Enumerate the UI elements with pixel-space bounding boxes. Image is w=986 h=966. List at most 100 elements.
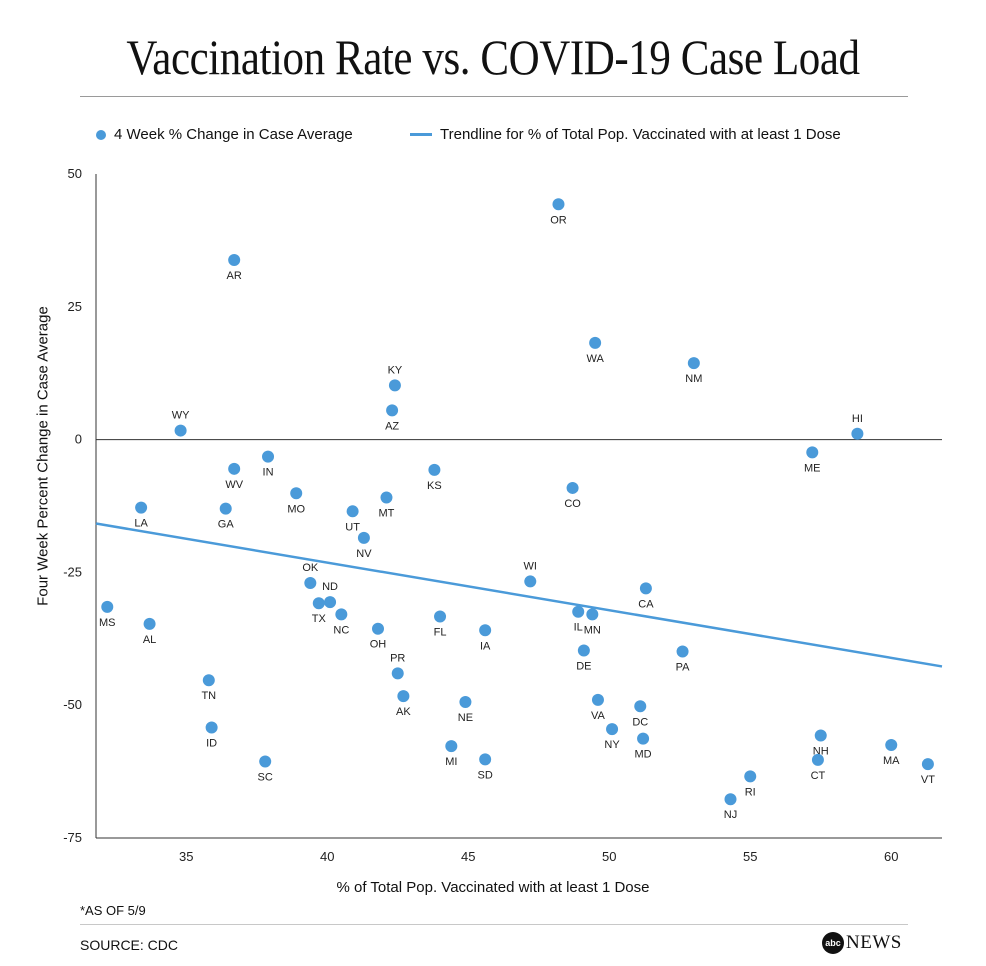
legend-line-icon bbox=[410, 133, 432, 136]
point-label-dc: DC bbox=[632, 716, 648, 728]
point-label-or: OR bbox=[550, 214, 567, 226]
point-label-co: CO bbox=[564, 498, 581, 510]
point-label-wy: WY bbox=[172, 410, 190, 422]
point-label-id: ID bbox=[206, 738, 217, 750]
data-point-ky bbox=[388, 379, 401, 392]
data-point-il bbox=[572, 605, 585, 618]
point-label-la: LA bbox=[134, 518, 148, 530]
data-point-va bbox=[591, 693, 604, 706]
point-label-pa: PA bbox=[676, 662, 691, 674]
data-point-ct bbox=[811, 753, 824, 766]
point-label-ut: UT bbox=[345, 521, 360, 533]
data-point-ma bbox=[885, 739, 898, 752]
point-label-wi: WI bbox=[524, 560, 537, 572]
point-label-mo: MO bbox=[287, 503, 305, 515]
data-point-ri bbox=[744, 770, 757, 783]
point-label-vt: VT bbox=[921, 774, 935, 786]
point-label-ma: MA bbox=[883, 755, 900, 767]
data-point-dc bbox=[634, 700, 647, 713]
legend-scatter-label: 4 Week % Change in Case Average bbox=[114, 126, 353, 143]
data-point-de bbox=[577, 644, 590, 657]
data-point-la bbox=[135, 501, 148, 514]
y-tick-label: 50 bbox=[68, 166, 82, 181]
data-point-nh bbox=[814, 729, 827, 742]
data-point-wi bbox=[524, 575, 537, 588]
x-tick-label: 50 bbox=[602, 849, 616, 864]
data-point-wa bbox=[589, 336, 602, 349]
data-point-ga bbox=[219, 502, 232, 515]
title-divider bbox=[80, 96, 908, 97]
data-point-ak bbox=[397, 690, 410, 703]
data-point-fl bbox=[434, 610, 447, 623]
data-point-ms bbox=[101, 600, 114, 613]
data-point-oh bbox=[372, 622, 384, 635]
point-label-oh: OH bbox=[370, 639, 387, 651]
point-label-ms: MS bbox=[99, 617, 116, 629]
y-tick-label: -75 bbox=[63, 830, 82, 845]
point-label-nc: NC bbox=[333, 624, 349, 636]
data-point-wv bbox=[228, 462, 241, 475]
data-point-mo bbox=[290, 487, 303, 500]
point-label-ri: RI bbox=[745, 786, 756, 798]
data-point-ar bbox=[228, 254, 241, 267]
point-label-wv: WV bbox=[225, 479, 243, 491]
legend-dot-icon bbox=[96, 129, 106, 140]
point-label-mi: MI bbox=[445, 756, 457, 768]
data-point-mt bbox=[380, 491, 393, 504]
data-point-az bbox=[386, 404, 399, 417]
point-label-fl: FL bbox=[434, 626, 447, 638]
x-tick-label: 35 bbox=[179, 849, 193, 864]
data-point-in bbox=[262, 450, 275, 463]
data-point-sc bbox=[259, 755, 272, 768]
point-label-nm: NM bbox=[685, 373, 702, 385]
point-label-az: AZ bbox=[385, 420, 399, 432]
y-tick-label: -50 bbox=[63, 697, 82, 712]
data-point-nv bbox=[357, 531, 370, 544]
data-point-co bbox=[566, 481, 579, 494]
point-label-tx: TX bbox=[312, 613, 327, 625]
point-label-ks: KS bbox=[427, 480, 442, 492]
point-label-al: AL bbox=[143, 634, 156, 646]
x-tick-label: 55 bbox=[743, 849, 757, 864]
point-label-ak: AK bbox=[396, 706, 411, 718]
point-label-ia: IA bbox=[480, 640, 491, 652]
point-label-nv: NV bbox=[356, 548, 372, 560]
point-label-pr: PR bbox=[390, 652, 405, 664]
data-point-ny bbox=[606, 723, 619, 736]
x-tick-label: 45 bbox=[461, 849, 475, 864]
point-label-mn: MN bbox=[584, 624, 601, 636]
x-axis-label: % of Total Pop. Vaccinated with at least… bbox=[336, 879, 650, 896]
chart-title: Vaccination Rate vs. COVID-19 Case Load bbox=[126, 29, 860, 85]
x-tick-label: 60 bbox=[884, 849, 898, 864]
legend-scatter: 4 Week % Change in Case Average bbox=[96, 126, 353, 143]
data-point-nd bbox=[324, 596, 337, 609]
data-point-ia bbox=[479, 624, 492, 637]
point-label-hi: HI bbox=[852, 413, 863, 425]
point-label-ny: NY bbox=[604, 739, 620, 751]
y-tick-label: 0 bbox=[75, 432, 82, 447]
data-point-pa bbox=[676, 645, 689, 658]
data-point-ca bbox=[639, 582, 652, 595]
point-label-tn: TN bbox=[201, 690, 216, 702]
legend-trend: Trendline for % of Total Pop. Vaccinated… bbox=[410, 126, 841, 143]
point-label-ca: CA bbox=[638, 598, 654, 610]
legend-trend-label: Trendline for % of Total Pop. Vaccinated… bbox=[440, 126, 841, 143]
data-point-al bbox=[143, 617, 156, 630]
data-point-md bbox=[637, 732, 650, 745]
point-label-nd: ND bbox=[322, 581, 338, 593]
y-tick-label: 25 bbox=[68, 299, 82, 314]
data-point-tn bbox=[202, 674, 215, 687]
y-tick-label: -25 bbox=[63, 564, 82, 579]
data-point-nj bbox=[724, 793, 737, 806]
point-label-md: MD bbox=[635, 749, 652, 761]
point-label-mt: MT bbox=[379, 508, 395, 520]
point-label-sd: SD bbox=[478, 769, 493, 781]
data-point-wy bbox=[174, 424, 187, 437]
data-point-vt bbox=[921, 758, 934, 771]
x-tick-label: 40 bbox=[320, 849, 334, 864]
point-label-ga: GA bbox=[218, 519, 235, 531]
data-point-pr bbox=[391, 667, 404, 680]
footer-divider bbox=[80, 924, 908, 925]
point-label-va: VA bbox=[591, 710, 606, 722]
y-axis-label: Four Week Percent Change in Case Average bbox=[34, 306, 52, 606]
